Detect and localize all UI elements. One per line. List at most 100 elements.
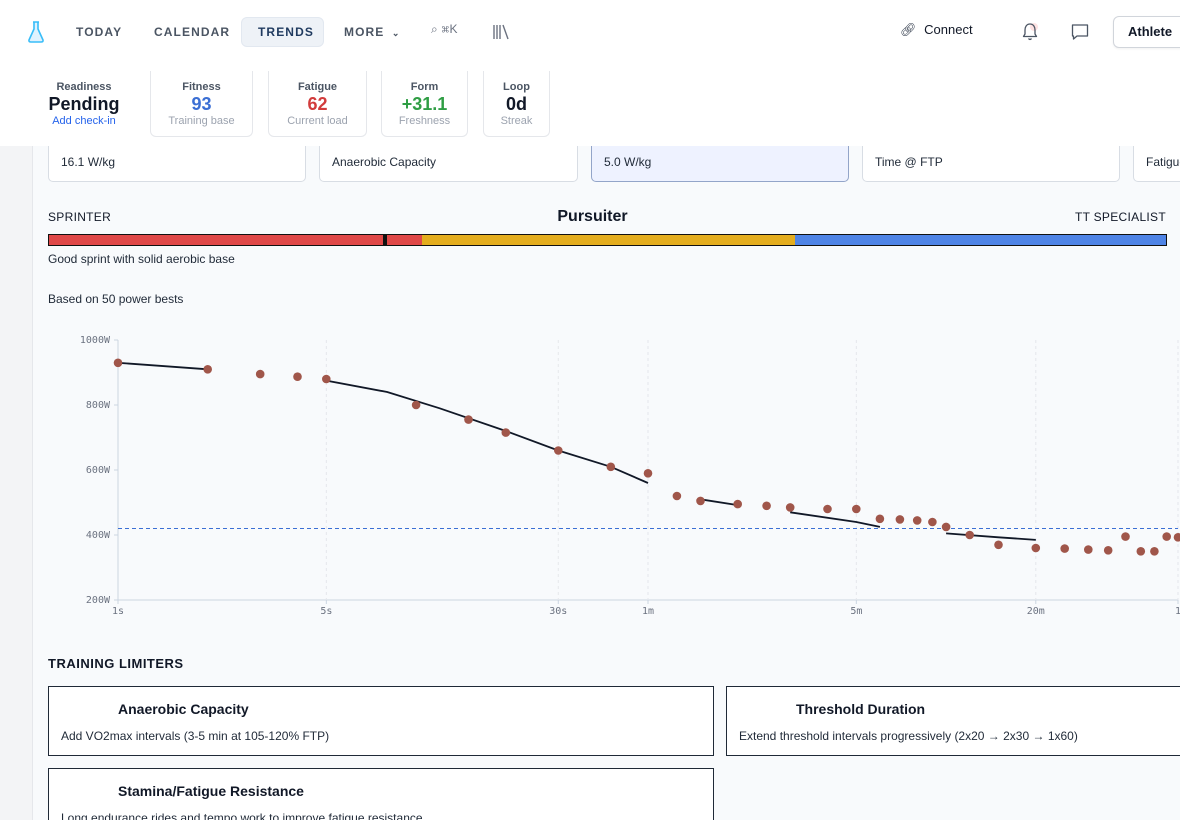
limiter-title: Anaerobic Capacity bbox=[118, 701, 249, 717]
library-icon[interactable] bbox=[491, 23, 511, 41]
connect-button[interactable]: 🔗︎ Connect bbox=[900, 22, 973, 38]
training-limiters-title: TRAINING LIMITERS bbox=[48, 656, 184, 671]
limiter-card-anaerobic[interactable]: Anaerobic Capacity Add VO2max intervals … bbox=[48, 686, 714, 756]
x-tick-label: 5s bbox=[320, 606, 332, 617]
power-best-point bbox=[785, 503, 795, 512]
power-best-point bbox=[1103, 546, 1113, 555]
limiter-card-threshold[interactable]: Threshold Duration Extend threshold inte… bbox=[726, 686, 1180, 756]
y-tick-label: 800W bbox=[86, 400, 111, 411]
x-tick-label: 5m bbox=[850, 606, 862, 617]
nav-today[interactable]: TODAY bbox=[76, 25, 123, 39]
limiter-badge bbox=[61, 701, 109, 718]
power-best-point bbox=[852, 504, 861, 514]
power-best-point bbox=[293, 372, 302, 382]
stat-value: Pending bbox=[48, 94, 120, 114]
top-nav: TODAY CALENDAR TRENDS MORE ⌄ ⌕ ⌘K 🔗︎ Con… bbox=[0, 0, 1180, 64]
x-tick-label: 1s bbox=[112, 606, 124, 617]
stat-sub: Current load bbox=[287, 115, 348, 127]
stat-label: Fatigue bbox=[297, 81, 338, 93]
limiter-badge bbox=[739, 701, 787, 718]
nav-calendar[interactable]: CALENDAR bbox=[154, 25, 231, 39]
flask-logo-icon[interactable] bbox=[26, 20, 46, 44]
stat-loop[interactable]: Loop 0d Streak bbox=[483, 71, 550, 137]
limiter-desc: Long endurance rides and tempo work to i… bbox=[61, 811, 423, 820]
search-button[interactable]: ⌕ ⌘K bbox=[431, 22, 457, 37]
stat-value: 0d bbox=[505, 94, 527, 114]
nav-more-label: MORE bbox=[344, 25, 385, 39]
metric-card-time-at-ftp[interactable]: Time @ FTP bbox=[862, 146, 1120, 182]
fit-curve-segment bbox=[700, 498, 738, 506]
power-best-point bbox=[895, 515, 905, 524]
phenotype-segment-sprinter bbox=[49, 234, 422, 246]
phenotype-left-label: SPRINTER bbox=[48, 210, 112, 224]
power-best-point bbox=[1162, 532, 1171, 541]
fit-curve-segment bbox=[326, 379, 649, 484]
metric-card-vo2[interactable]: 5.0 W/kg bbox=[591, 146, 849, 182]
x-tick-label: 1 bbox=[1175, 606, 1180, 617]
power-best-point bbox=[1121, 532, 1130, 541]
phenotype-segment-pursuiter bbox=[422, 235, 795, 245]
message-icon[interactable] bbox=[1069, 21, 1091, 43]
power-best-point bbox=[928, 517, 937, 527]
phenotype-segment-tt bbox=[795, 235, 1166, 245]
power-best-point bbox=[672, 491, 682, 501]
stat-fatigue[interactable]: Fatigue 62 Current load bbox=[268, 71, 367, 137]
stat-label: Fitness bbox=[182, 81, 221, 93]
power-best-point bbox=[464, 415, 473, 424]
stat-label: Loop bbox=[503, 81, 530, 93]
stat-readiness[interactable]: Readiness Pending Add check-in bbox=[34, 71, 134, 137]
y-tick-label: 400W bbox=[86, 530, 111, 541]
power-best-point bbox=[203, 365, 212, 374]
power-best-point bbox=[1060, 544, 1069, 553]
stat-sub: Training base bbox=[168, 115, 235, 127]
stat-form[interactable]: Form +31.1 Freshness bbox=[381, 71, 468, 137]
power-best-point bbox=[255, 369, 265, 379]
power-best-point bbox=[322, 374, 331, 384]
power-best-point bbox=[733, 499, 742, 509]
fit-curve-segment bbox=[117, 361, 208, 371]
power-best-point bbox=[912, 516, 922, 525]
stat-fitness[interactable]: Fitness 93 Training base bbox=[150, 71, 253, 137]
power-best-point bbox=[1136, 547, 1146, 556]
phenotype-description: Good sprint with solid aerobic base bbox=[48, 252, 235, 266]
metric-card-anaerobic[interactable]: Anaerobic Capacity bbox=[319, 146, 578, 182]
power-best-point bbox=[941, 522, 951, 532]
stat-sub: Streak bbox=[500, 115, 533, 127]
athlete-button[interactable]: Athlete bbox=[1113, 16, 1180, 48]
stat-sub: Freshness bbox=[398, 115, 451, 127]
stat-value: 62 bbox=[307, 94, 328, 114]
power-best-point bbox=[994, 540, 1003, 550]
fit-curve-segment bbox=[946, 532, 1036, 541]
limiter-title: Stamina/Fatigue Resistance bbox=[118, 783, 304, 799]
stat-label: Readiness bbox=[56, 81, 112, 93]
power-best-point bbox=[696, 496, 705, 506]
add-check-in-link[interactable]: Add check-in bbox=[52, 115, 116, 127]
power-best-point bbox=[1031, 543, 1041, 553]
power-best-point bbox=[762, 501, 771, 511]
stat-value: 93 bbox=[191, 94, 212, 114]
phenotype-title: Pursuiter bbox=[557, 208, 628, 225]
limiter-card-stamina[interactable]: Stamina/Fatigue Resistance Long enduranc… bbox=[48, 768, 714, 820]
limiter-badge bbox=[61, 783, 109, 800]
metric-card-sprint[interactable]: 16.1 W/kg bbox=[48, 146, 306, 182]
phenotype-bar bbox=[48, 234, 1167, 246]
power-best-point bbox=[1173, 533, 1180, 542]
power-best-point bbox=[1150, 547, 1159, 556]
x-tick-label: 1m bbox=[642, 606, 654, 617]
power-best-point bbox=[411, 400, 421, 410]
limiter-title: Threshold Duration bbox=[796, 701, 926, 717]
bell-icon[interactable] bbox=[1019, 21, 1041, 43]
power-best-point bbox=[1084, 545, 1093, 554]
power-best-point bbox=[606, 462, 616, 472]
power-best-point bbox=[823, 504, 832, 514]
fit-curve-segment bbox=[790, 511, 881, 528]
stats-bar: Readiness Pending Add check-in Fitness 9… bbox=[0, 64, 1180, 146]
y-tick-label: 1000W bbox=[80, 335, 111, 346]
power-best-point bbox=[965, 530, 974, 540]
power-best-point bbox=[643, 469, 653, 478]
power-bests-count: Based on 50 power bests bbox=[48, 292, 184, 306]
metric-card-fatigue[interactable]: Fatigue bbox=[1133, 146, 1180, 182]
nav-trends[interactable]: TRENDS bbox=[241, 17, 324, 47]
nav-more[interactable]: MORE ⌄ bbox=[328, 17, 417, 47]
